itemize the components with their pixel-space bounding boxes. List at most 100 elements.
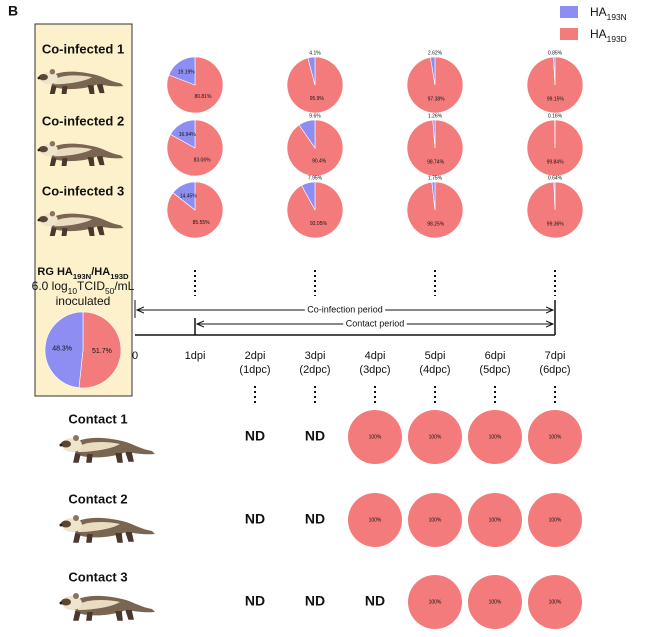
text-segment: /HA <box>91 266 110 278</box>
timeline-label: 0 <box>132 350 138 362</box>
row-label: Co-infected 2 <box>42 113 124 128</box>
text-segment: 193D <box>110 272 129 281</box>
pie-slice <box>553 56 556 86</box>
timeline-label: (5dpc) <box>479 364 510 376</box>
pie-label: 99.84% <box>547 159 565 165</box>
nd-label: ND <box>305 511 325 527</box>
pie-slice <box>468 575 522 629</box>
text-segment: 193D <box>607 34 627 44</box>
pie-label: 83.06% <box>194 157 212 163</box>
legend-swatch <box>560 6 578 18</box>
pie-slice <box>468 410 522 464</box>
panel-label: B <box>8 3 18 19</box>
pie-slice <box>307 56 316 86</box>
text-segment: HA <box>590 5 607 19</box>
pie-label: 100% <box>489 599 502 605</box>
row-label: Contact 3 <box>68 569 127 584</box>
pie-slice <box>170 119 196 149</box>
pie-slice <box>528 410 582 464</box>
nd-label: ND <box>365 593 385 609</box>
timeline-label: 1dpi <box>185 350 206 362</box>
pie-slice <box>553 181 556 211</box>
ferret-icon <box>58 434 156 463</box>
timeline-label: (2dpc) <box>299 364 330 376</box>
nd-label: ND <box>305 593 325 609</box>
pie-label: 95.9% <box>310 96 325 102</box>
pie-slice <box>430 56 436 86</box>
pie-label: 92.05% <box>310 221 328 227</box>
timeline-label: (3dpc) <box>359 364 390 376</box>
pie-slice <box>468 493 522 547</box>
text-segment: 50 <box>105 286 115 296</box>
pie-slice <box>172 181 196 211</box>
pie-label: 1.26% <box>428 113 443 119</box>
ferret-icon <box>58 592 156 621</box>
pie-label: 85.55% <box>193 220 211 226</box>
text-segment: 6.0 log <box>32 279 68 293</box>
text-segment: 10 <box>68 286 78 296</box>
pie-label: 100% <box>429 434 442 440</box>
pie-label: 90.4% <box>312 159 327 165</box>
period-label: Co-infection period <box>307 304 383 314</box>
row-label: Contact 1 <box>68 411 127 426</box>
pie-slice <box>408 493 462 547</box>
pie-label: 100% <box>369 517 382 523</box>
pie-label: 98.25% <box>427 221 445 227</box>
pie-label: 99.15% <box>547 96 565 102</box>
pie-label: 100% <box>549 434 562 440</box>
pie-label: 19.19% <box>178 70 196 76</box>
timeline-label: 7dpi <box>545 350 566 362</box>
pie-slice <box>408 575 462 629</box>
pie-slice <box>432 119 436 149</box>
pie-label: 80.81% <box>194 94 212 100</box>
pie-slice <box>431 181 436 211</box>
pie-label: 99.36% <box>547 221 565 227</box>
text-segment: 193N <box>73 272 92 281</box>
pie-label: 4.1% <box>309 50 321 56</box>
pie-slice <box>348 493 402 547</box>
pie-label: 0.16% <box>548 113 563 119</box>
row-label: Co-infected 3 <box>42 183 124 198</box>
pie-label: 100% <box>429 599 442 605</box>
legend-label: HA193N <box>590 5 627 22</box>
row-label: Contact 2 <box>68 491 127 506</box>
pie-slice <box>528 493 582 547</box>
inoculum-text: 6.0 log10TCID50/mL <box>32 279 135 296</box>
pie-slice <box>528 575 582 629</box>
timeline-label: 3dpi <box>305 350 326 362</box>
nd-label: ND <box>245 511 265 527</box>
row-label: Co-infected 1 <box>42 41 124 56</box>
pie-label: 100% <box>369 434 382 440</box>
timeline-label: 4dpi <box>365 350 386 362</box>
timeline-label: (4dpc) <box>419 364 450 376</box>
pie-label: 51.7% <box>92 348 112 355</box>
inoculum-text: inoculated <box>56 294 111 308</box>
pie-slice <box>168 56 196 86</box>
ferret-icon <box>58 514 156 543</box>
pie-label: 100% <box>489 517 502 523</box>
text-segment: HA <box>590 27 607 41</box>
pie-slice <box>348 410 402 464</box>
pie-slice <box>44 311 84 389</box>
inoculum-text: RG HA193N/HA193D <box>37 266 129 281</box>
nd-label: ND <box>305 428 325 444</box>
pie-label: 7.95% <box>308 175 323 181</box>
text-segment: TCID <box>77 279 105 293</box>
pie-label: 1.75% <box>428 175 443 181</box>
pie-label: 100% <box>549 517 562 523</box>
pie-slice <box>78 311 122 389</box>
pie-label: 2.62% <box>428 50 443 56</box>
pie-slice <box>408 410 462 464</box>
period-label: Contact period <box>346 318 405 328</box>
legend-label: HA193D <box>590 27 627 44</box>
pie-label: 0.85% <box>548 50 563 56</box>
text-segment: /mL <box>114 279 134 293</box>
pie-slice <box>301 181 316 211</box>
timeline-label: (6dpc) <box>539 364 570 376</box>
nd-label: ND <box>245 428 265 444</box>
legend-swatch <box>560 28 578 40</box>
pie-label: 97.38% <box>428 96 446 102</box>
text-segment: inoculated <box>56 294 111 308</box>
pie-label: 16.94% <box>179 132 197 138</box>
